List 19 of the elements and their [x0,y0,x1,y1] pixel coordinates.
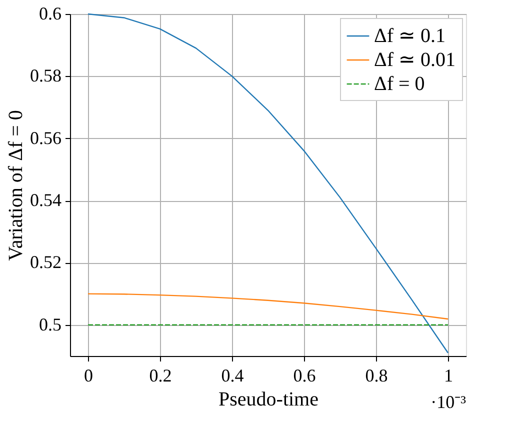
y-tick-label: 0.54 [30,190,62,210]
x-tick-label: 1 [444,366,453,386]
x-tick-label: 0.6 [293,366,316,386]
y-tick-label: 0.58 [30,66,62,86]
y-tick-label: 0.56 [30,128,62,148]
line-series [87,293,449,320]
x-tick-label: 0.8 [365,366,388,386]
x-tick-label: 0.4 [221,366,244,386]
y-tick-label: 0.52 [30,252,62,272]
text: ·10⁻³ [430,392,467,412]
x-axis-title: Pseudo-time [218,388,319,410]
legend-label: Δf ≃ 0.01 [374,49,456,71]
x-tick-label: 0.2 [149,366,172,386]
legend-label: Δf ≃ 0.1 [374,25,446,47]
y-axis-title: Variation of Δf = 0 [5,110,27,261]
legend-label: Δf = 0 [374,73,425,95]
y-tick-label: 0.6 [39,4,62,24]
y-tick-label: 0.5 [39,314,62,334]
x-tick-label: 0 [84,366,93,386]
